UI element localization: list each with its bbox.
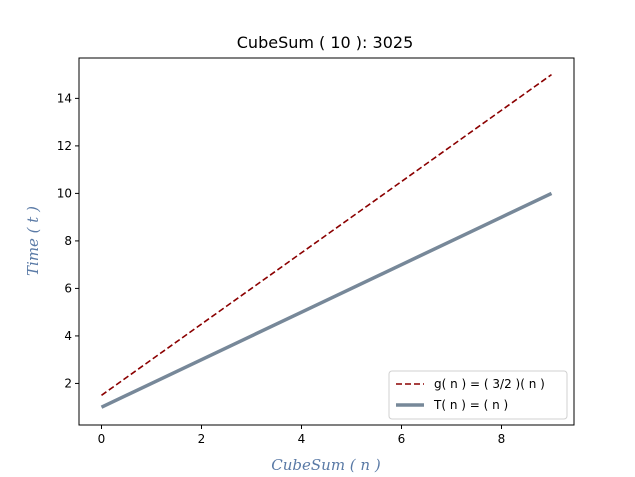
x-tick-label: 2 [198, 432, 206, 446]
y-tick-label: 14 [57, 91, 72, 105]
x-tick-label: 8 [498, 432, 506, 446]
legend: g( n ) = ( 3/2 )( n ) T( n ) = ( n ) [388, 370, 568, 420]
y-tick-label: 2 [64, 376, 72, 390]
x-tick-label: 0 [98, 432, 106, 446]
y-tick-label: 12 [57, 139, 72, 153]
chart-title: CubeSum ( 10 ): 3025 [237, 33, 414, 52]
legend-entry-g: g( n ) = ( 3/2 )( n ) [434, 377, 545, 391]
y-tick-label: 6 [64, 281, 72, 295]
series-line-t [100, 191, 553, 409]
legend-box [388, 370, 568, 420]
x-tick-label: 6 [398, 432, 406, 446]
series-line-g [101, 73, 552, 396]
x-tick-label: 4 [298, 432, 306, 446]
y-tick-label: 10 [57, 186, 72, 200]
x-axis-label: CubeSum ( n ) [271, 456, 381, 474]
y-tick-label: 8 [64, 234, 72, 248]
y-tick-label: 4 [64, 329, 72, 343]
legend-entry-t: T( n ) = ( n ) [433, 398, 508, 412]
y-axis-label: Time ( t ) [24, 206, 42, 276]
plot-area [78, 57, 575, 426]
